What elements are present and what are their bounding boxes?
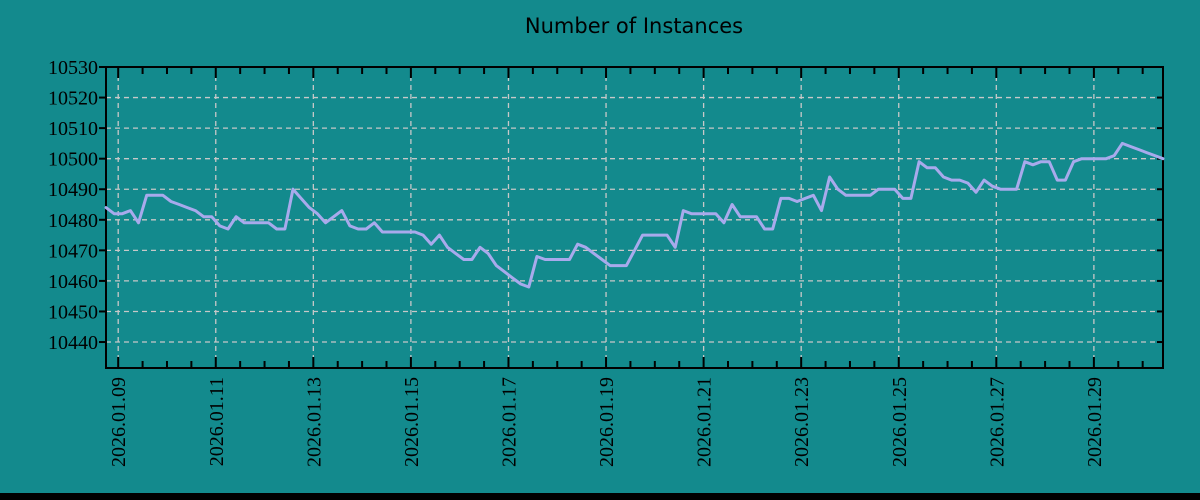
x-tick-label: 2026.01.27 <box>986 377 1008 467</box>
x-tick-label: 2026.01.19 <box>596 377 618 467</box>
y-tick-label: 10530 <box>48 57 98 79</box>
window-bottom-border <box>0 493 1200 500</box>
y-tick-label: 10490 <box>48 179 98 201</box>
x-tick-label: 2026.01.29 <box>1084 377 1106 467</box>
x-tick-label: 2026.01.17 <box>498 377 520 467</box>
y-tick-label: 10520 <box>48 88 98 110</box>
x-tick-label: 2026.01.11 <box>206 377 228 466</box>
y-tick-label: 10480 <box>48 210 98 232</box>
y-tick-label: 10510 <box>48 118 98 140</box>
y-tick-label: 10470 <box>48 240 98 262</box>
x-tick-label: 2026.01.13 <box>303 377 325 467</box>
x-tick-label: 2026.01.15 <box>401 377 423 467</box>
x-tick-label: 2026.01.25 <box>889 377 911 467</box>
y-tick-label: 10500 <box>48 149 98 171</box>
x-tick-label: 2026.01.09 <box>108 377 130 467</box>
plot-frame <box>105 66 1164 369</box>
y-tick-label: 10460 <box>48 271 98 293</box>
x-tick-label: 2026.01.23 <box>791 377 813 467</box>
data-line-instances <box>104 141 1165 289</box>
chart-title: Number of Instances <box>524 14 744 38</box>
y-tick-label: 10440 <box>48 332 98 354</box>
y-tick-label: 10450 <box>48 301 98 323</box>
x-tick-label: 2026.01.21 <box>694 377 716 467</box>
